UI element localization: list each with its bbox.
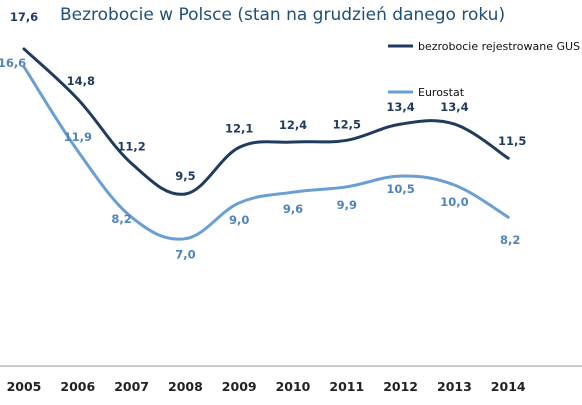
data-label-gus-2011: 12,5 <box>333 117 361 131</box>
data-label-eurostat-2009: 9,0 <box>229 213 249 227</box>
data-label-gus-2005: 17,6 <box>10 10 38 24</box>
x-tick-2014: 2014 <box>491 379 526 394</box>
data-label-gus-2012: 13,4 <box>386 100 414 114</box>
data-label-gus-2008: 9,5 <box>175 169 195 183</box>
data-label-gus-2009: 12,1 <box>225 121 253 135</box>
x-tick-2010: 2010 <box>276 379 311 394</box>
x-tick-2012: 2012 <box>383 379 418 394</box>
data-label-eurostat-2008: 7,0 <box>175 248 195 262</box>
data-label-eurostat-2014: 8,2 <box>500 233 520 247</box>
x-tick-2008: 2008 <box>168 379 203 394</box>
x-tick-2011: 2011 <box>329 379 364 394</box>
x-axis-ticks: 2005 2006 2007 2008 2009 2010 2011 2012 2013 2014 <box>7 379 526 394</box>
data-label-layer: 17,6 14,8 11,2 9,5 12,1 12,4 12,5 13,4 13,4 11,5 1… <box>0 10 526 262</box>
x-tick-2007: 2007 <box>114 379 149 394</box>
data-label-gus-2006: 14,8 <box>67 74 95 88</box>
data-label-eurostat-2007: 8,2 <box>111 212 131 226</box>
data-label-eurostat-2011: 9,9 <box>337 198 357 212</box>
legend-item-gus: bezrobocie rejestrowane GUS <box>388 40 580 53</box>
legend-label-eurostat: Eurostat <box>418 86 465 99</box>
data-label-gus-2014: 11,5 <box>498 134 526 148</box>
series-layer <box>22 47 510 241</box>
data-label-eurostat-2013: 10,0 <box>440 195 468 209</box>
x-tick-2006: 2006 <box>60 379 95 394</box>
data-label-eurostat-2005: 16,6 <box>0 56 26 70</box>
legend-label-gus: bezrobocie rejestrowane GUS <box>418 40 580 53</box>
x-tick-2005: 2005 <box>7 379 42 394</box>
series-line-eurostat <box>22 65 510 241</box>
legend: bezrobocie rejestrowane GUS Eurostat <box>388 40 580 99</box>
x-tick-2009: 2009 <box>222 379 257 394</box>
data-label-gus-2010: 12,4 <box>279 118 307 132</box>
data-label-gus-2007: 11,2 <box>117 140 145 154</box>
data-label-eurostat-2012: 10,5 <box>386 182 414 196</box>
chart-title: Bezrobocie w Polsce (stan na grudzień da… <box>60 5 505 25</box>
legend-item-eurostat: Eurostat <box>388 86 465 99</box>
data-label-eurostat-2010: 9,6 <box>283 202 303 216</box>
x-tick-2013: 2013 <box>437 379 472 394</box>
series-line-gus <box>22 47 510 196</box>
data-label-gus-2013: 13,4 <box>440 100 468 114</box>
data-label-eurostat-2006: 11,9 <box>64 130 92 144</box>
